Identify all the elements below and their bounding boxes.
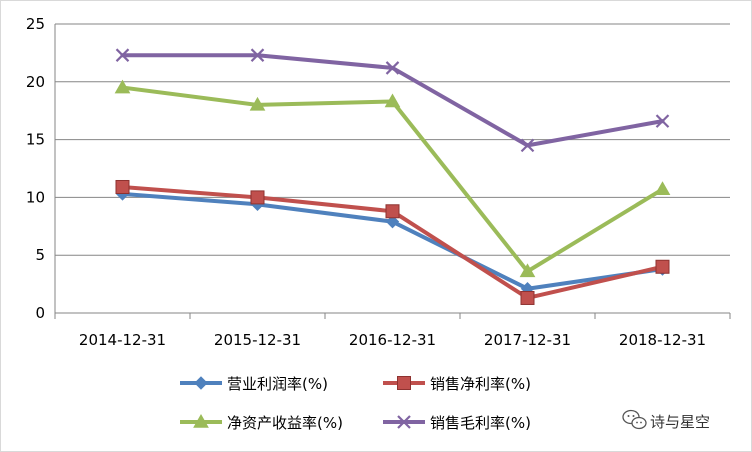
data-point-s4-4 [520,138,535,153]
data-point-s4-1 [115,48,130,62]
x-tick-label: 2017-12-31 [484,331,571,349]
data-point-s4-5-stroke [655,114,670,128]
legend-swatch-marker-stroke [397,415,411,429]
legend-swatch-marker [193,413,209,428]
data-point-s4-4-stroke [520,138,535,153]
data-point-s3-2 [249,96,266,111]
y-tick-label: 5 [35,246,45,264]
legend-label: 销售毛利率(%) [430,414,531,432]
x-tick-label: 2016-12-31 [349,331,436,349]
watermark-text: 诗与星空 [650,413,710,431]
data-point-s4-2-stroke [250,48,265,62]
data-point-s2-1 [115,179,130,194]
data-point-s1-3 [385,214,400,229]
y-tick-label: 25 [26,15,45,33]
x-tick-label: 2014-12-31 [79,331,166,349]
legend-swatch-marker [397,376,411,390]
legend-item-3: 净资产收益率(%) [180,413,343,432]
y-tick-label: 20 [26,73,45,91]
legend-label: 净资产收益率(%) [227,414,343,432]
data-point-s4-5 [655,114,670,128]
data-point-s4-2 [250,48,265,62]
legend-swatch-marker [397,415,411,429]
x-tick-label: 2015-12-31 [214,331,301,349]
data-point-s3-5 [654,181,671,196]
data-point-s3-3 [384,93,401,108]
legend-item-4: 销售毛利率(%) [383,414,531,432]
watermark: 诗与星空 [622,409,710,431]
data-point-s3-4 [519,263,536,278]
data-point-s2-2 [250,190,265,205]
data-point-s3-1 [114,79,131,94]
y-tick-label: 10 [26,188,45,206]
legend-label: 营业利润率(%) [227,375,328,393]
data-point-s4-3-stroke [385,61,400,75]
data-point-s2-3 [385,204,400,219]
y-tick-label: 0 [35,304,45,322]
legend-swatch-marker [194,376,208,390]
data-point-s2-4 [520,290,535,305]
data-point-s2-5 [655,259,670,274]
legend-label: 销售净利率(%) [430,375,531,393]
x-tick-label: 2018-12-31 [619,331,706,349]
legend-item-1: 营业利润率(%) [180,375,328,393]
legend-item-2: 销售净利率(%) [383,375,531,393]
wechat-icon [622,409,647,430]
y-tick-label: 15 [26,131,45,149]
data-point-s4-3 [385,61,400,75]
data-point-s4-1-stroke [115,48,130,62]
